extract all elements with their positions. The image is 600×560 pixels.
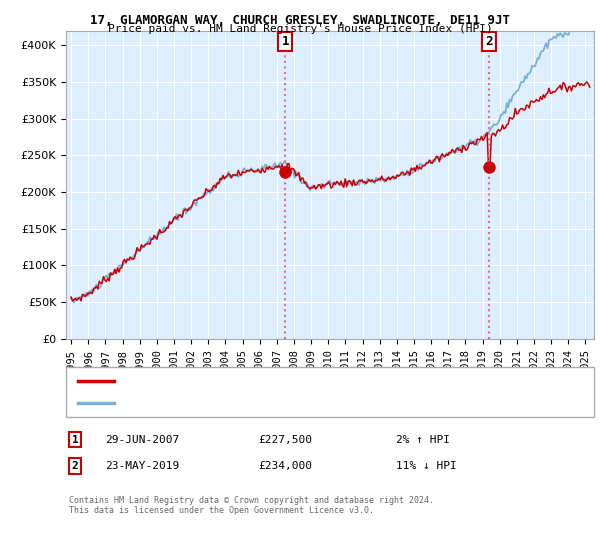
Text: 1: 1 [71,435,79,445]
Text: £227,500: £227,500 [258,435,312,445]
Text: HPI: Average price, detached house, South Derbyshire: HPI: Average price, detached house, Sout… [123,399,403,408]
Text: £234,000: £234,000 [258,461,312,471]
Text: 2: 2 [485,35,493,48]
Text: 2: 2 [71,461,79,471]
Text: Price paid vs. HM Land Registry's House Price Index (HPI): Price paid vs. HM Land Registry's House … [107,24,493,34]
Text: 2% ↑ HPI: 2% ↑ HPI [396,435,450,445]
Text: 11% ↓ HPI: 11% ↓ HPI [396,461,457,471]
Text: 17, GLAMORGAN WAY, CHURCH GRESLEY, SWADLINCOTE, DE11 9JT: 17, GLAMORGAN WAY, CHURCH GRESLEY, SWADL… [90,14,510,27]
Text: 17, GLAMORGAN WAY, CHURCH GRESLEY, SWADLINCOTE, DE11 9JT (detached house): 17, GLAMORGAN WAY, CHURCH GRESLEY, SWADL… [123,376,515,385]
Text: Contains HM Land Registry data © Crown copyright and database right 2024.
This d: Contains HM Land Registry data © Crown c… [69,496,434,515]
Text: 1: 1 [281,35,289,48]
Text: 29-JUN-2007: 29-JUN-2007 [105,435,179,445]
Text: 23-MAY-2019: 23-MAY-2019 [105,461,179,471]
